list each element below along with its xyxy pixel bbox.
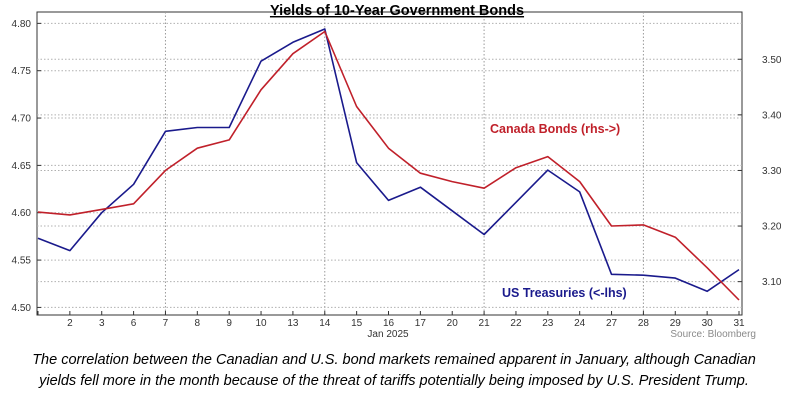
x-tick-label: 20 (447, 318, 459, 329)
plot-area (36, 11, 743, 316)
x-tick-label: 21 (479, 318, 491, 329)
left-tick-label: 4.80 (12, 19, 32, 30)
x-tick-label: 23 (542, 318, 554, 329)
left-tick-label: 4.55 (12, 256, 32, 267)
x-axis-label: Jan 2025 (367, 329, 409, 340)
x-tick-label: 27 (606, 318, 618, 329)
left-tick-label: 4.65 (12, 161, 32, 172)
right-tick-label: 3.40 (762, 110, 782, 121)
x-tick-label: 30 (702, 318, 714, 329)
chart-title: Yields of 10-Year Government Bonds (270, 3, 524, 19)
right-axis-ticks: 3.10 3.20 3.30 3.40 3.50 (738, 55, 782, 288)
x-tick-label: 10 (255, 318, 267, 329)
x-tick-label: 17 (415, 318, 427, 329)
x-tick-label: 15 (351, 318, 363, 329)
x-tick-label: 9 (226, 318, 232, 329)
x-tick-label: 7 (163, 318, 169, 329)
x-tick-label: 13 (287, 318, 299, 329)
x-tick-label: 24 (574, 318, 586, 329)
right-tick-label: 3.10 (762, 277, 782, 288)
x-tick-label: 2 (67, 318, 73, 329)
us-treasuries-label: US Treasuries (<-lhs) (502, 286, 627, 300)
us-treasuries-line (37, 28, 740, 293)
left-tick-label: 4.70 (12, 114, 32, 125)
left-axis-ticks: 4.50 4.55 4.60 4.65 4.70 4.75 4.80 (12, 19, 41, 314)
series-lines (37, 28, 740, 301)
bond-yields-chart: 4.50 4.55 4.60 4.65 4.70 4.75 4.80 3.10 3.20 3.3… (12, 3, 782, 340)
right-tick-label: 3.50 (762, 55, 782, 66)
left-tick-label: 4.75 (12, 66, 32, 77)
canada-bonds-line (37, 30, 740, 301)
source-note: Source: Bloomberg (670, 329, 756, 340)
x-tick-label: 28 (638, 318, 650, 329)
left-tick-label: 4.50 (12, 303, 32, 314)
x-tick-label: 14 (319, 318, 331, 329)
right-tick-label: 3.20 (762, 222, 782, 233)
x-tick-label: 22 (510, 318, 522, 329)
right-tick-label: 3.30 (762, 166, 782, 177)
x-tick-label: 16 (383, 318, 395, 329)
x-tick-label: 31 (733, 318, 745, 329)
caption-line-2: yields fell more in the month because of… (39, 373, 749, 389)
x-tick-label: 3 (99, 318, 105, 329)
canada-bonds-label: Canada Bonds (rhs->) (490, 122, 620, 136)
x-tick-label: 29 (670, 318, 682, 329)
caption-line-1: The correlation between the Canadian and… (32, 352, 756, 368)
x-tick-label: 8 (195, 318, 201, 329)
chart-caption: The correlation between the Canadian and… (0, 350, 788, 392)
vertical-gridlines (164, 12, 644, 315)
left-tick-label: 4.60 (12, 208, 32, 219)
x-axis-ticks: 2 3 6 7 8 9 10 13 14 15 16 17 20 21 22 23 24 27 28 29 30 31 (37, 311, 745, 329)
x-tick-label: 6 (131, 318, 137, 329)
